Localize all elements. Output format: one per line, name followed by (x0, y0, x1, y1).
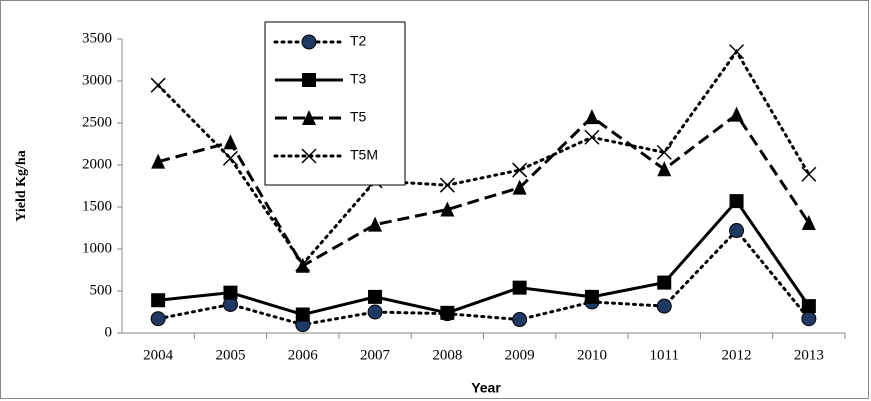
legend-label: T2 (350, 33, 367, 49)
x-tick-label: 2010 (577, 347, 607, 363)
series-line (157, 112, 811, 268)
marker (801, 214, 816, 230)
x-tick-label: 1011 (650, 347, 679, 363)
marker (801, 299, 816, 314)
marker (367, 304, 383, 320)
marker (801, 166, 817, 182)
x-tick-label: 2009 (505, 347, 535, 363)
legend-marker (301, 148, 317, 164)
y-tick-label: 2000 (82, 156, 112, 172)
marker (656, 298, 672, 314)
marker (729, 106, 744, 122)
y-tick-label: 3000 (82, 72, 112, 88)
marker (729, 44, 745, 60)
y-tick-label: 0 (105, 324, 113, 340)
series-line (156, 228, 811, 327)
y-tick-label: 1000 (82, 240, 112, 256)
x-tick-label: 2012 (722, 347, 752, 363)
marker (151, 153, 166, 169)
marker (512, 280, 527, 295)
y-tick-label: 2500 (82, 114, 112, 130)
marker (584, 109, 599, 125)
marker (512, 312, 528, 328)
marker (729, 223, 745, 239)
legend-marker (302, 73, 316, 87)
marker (440, 201, 455, 217)
marker (222, 150, 238, 166)
series-line (156, 48, 811, 267)
marker (439, 177, 455, 193)
legend-label: T5M (350, 147, 378, 163)
marker (223, 285, 238, 300)
marker (223, 134, 238, 150)
y-axis-title: Yield Kg/ha (14, 150, 29, 221)
y-tick-label: 3500 (82, 30, 112, 46)
x-tick-label: 2013 (794, 347, 824, 363)
marker (368, 216, 383, 232)
legend-box (264, 21, 406, 186)
marker (295, 256, 311, 272)
legend-marker (301, 34, 317, 50)
marker (656, 144, 672, 160)
marker (151, 293, 166, 308)
marker (150, 311, 166, 327)
marker (512, 162, 528, 178)
x-tick-label: 2007 (360, 347, 391, 363)
marker (295, 307, 310, 322)
series-line (157, 198, 811, 317)
marker (729, 194, 744, 209)
legend-marker (302, 110, 316, 125)
marker (584, 129, 600, 145)
marker (657, 161, 672, 177)
marker (657, 275, 672, 290)
x-tick-label: 2004 (143, 347, 174, 363)
marker (368, 289, 383, 304)
x-axis-title: Year (471, 380, 501, 396)
marker (512, 179, 527, 195)
x-tick-label: 2006 (288, 347, 319, 363)
legend-label: T3 (350, 71, 367, 87)
marker (150, 77, 166, 93)
legend-label: T5 (350, 109, 367, 125)
marker (584, 289, 599, 304)
x-tick-label: 2008 (432, 347, 462, 363)
marker (801, 311, 817, 327)
x-tick-label: 2005 (215, 347, 245, 363)
y-tick-label: 500 (90, 282, 113, 298)
y-tick-label: 1500 (82, 198, 112, 214)
marker (440, 305, 455, 320)
